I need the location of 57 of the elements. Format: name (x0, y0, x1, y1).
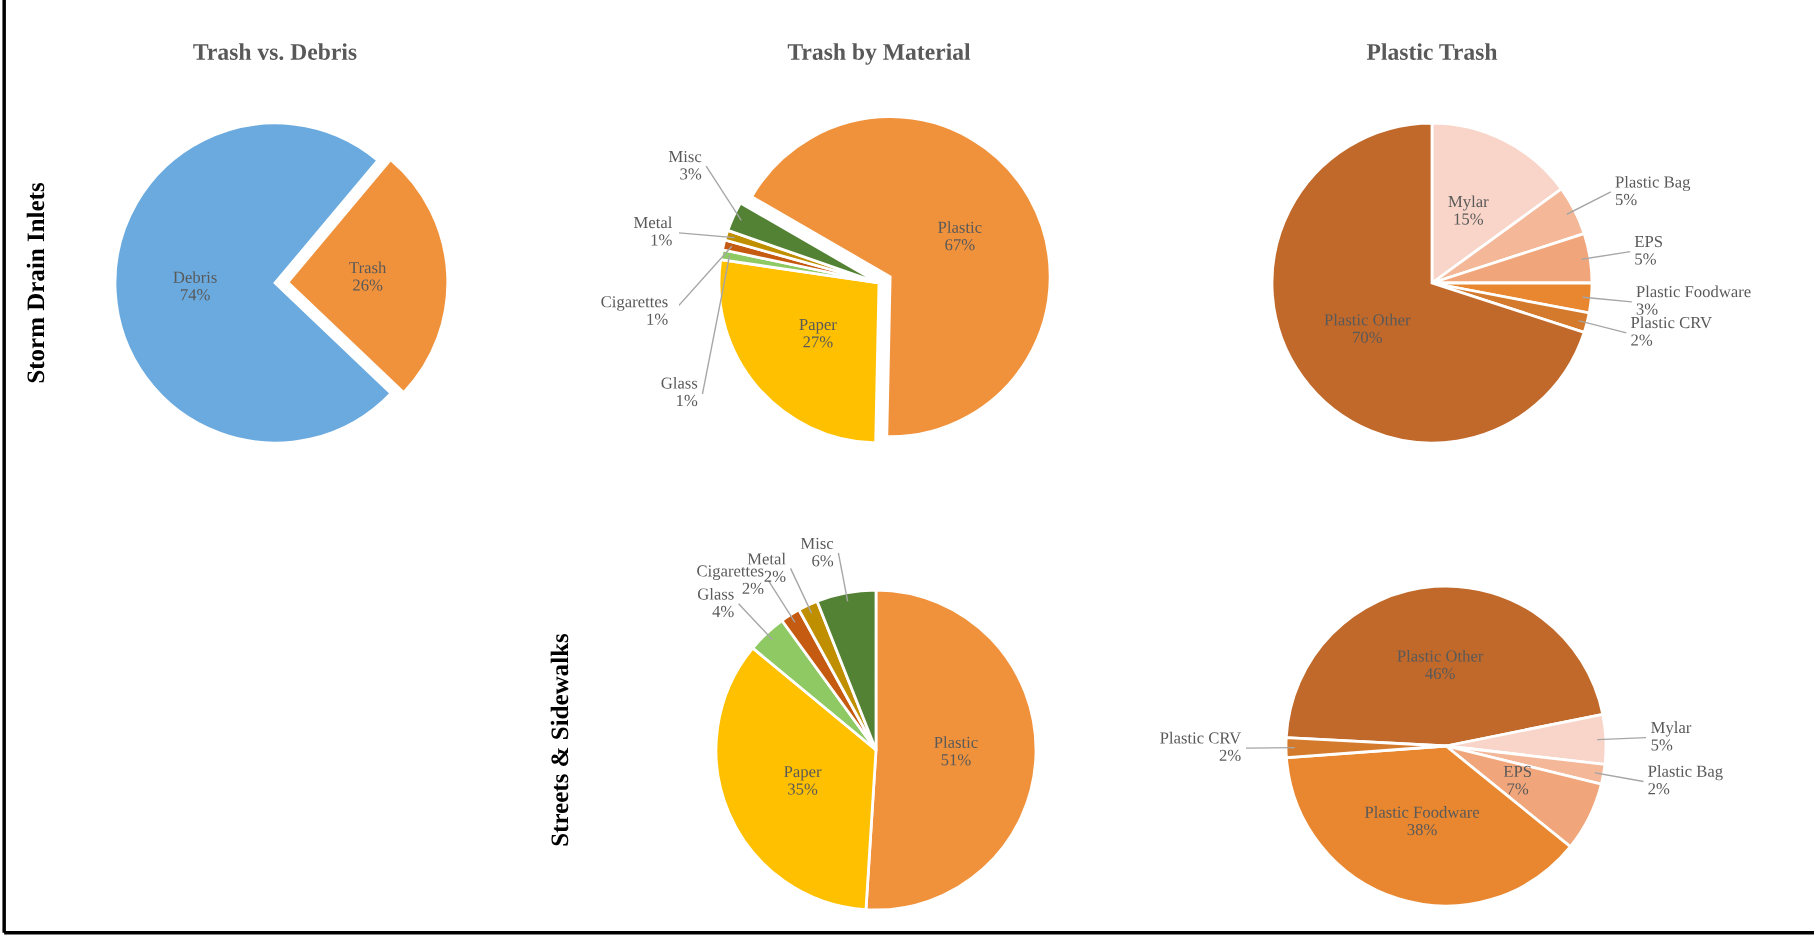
slice-label: Plastic Foodware (1364, 806, 1480, 818)
data-label: 35% (788, 783, 818, 795)
data-label: 74% (180, 289, 210, 301)
data-label: 2% (1219, 749, 1241, 762)
chart-title: Plastic Trash (1366, 43, 1498, 60)
text: Storm Drain Inlets (26, 182, 45, 383)
slice-label: Trash (349, 261, 387, 274)
data-label: 67% (945, 239, 975, 251)
data-label: 1% (647, 313, 668, 325)
slice-label: Plastic (938, 221, 982, 233)
slice-label: Plastic (934, 736, 978, 748)
slice-label: Glass (661, 376, 698, 389)
data-label: 5% (1651, 739, 1673, 751)
data-label: 2% (1631, 334, 1653, 346)
slice-label: Mylar (1448, 195, 1489, 211)
data-label: 1% (677, 394, 698, 407)
data-label: 7% (1507, 783, 1529, 795)
chart-title: Trash vs. Debris (193, 43, 357, 61)
data-label: 46% (1425, 667, 1455, 680)
slice-label: Glass (697, 587, 734, 600)
slice-label: Misc (668, 150, 702, 163)
data-label: 3% (1636, 303, 1658, 315)
slice-label: Plastic Other (1397, 649, 1484, 662)
slice-label: Debris (173, 271, 217, 283)
data-label: 70% (1353, 331, 1382, 343)
slice-label: Plastic CRV (1160, 731, 1242, 744)
slice-label: Plastic Bag (1648, 765, 1723, 781)
slice-label: Mylar (1651, 721, 1692, 737)
data-label: 27% (803, 336, 833, 348)
slice-label: Cigarettes (697, 565, 764, 580)
data-label: 2% (764, 570, 786, 582)
data-label: 4% (712, 605, 734, 618)
slice-label: Cigarettes (601, 296, 668, 311)
data-label: 6% (812, 555, 834, 567)
slice-label: EPS (1634, 235, 1663, 248)
slice-label: Metal (633, 216, 673, 229)
slice-label: Paper (799, 319, 837, 334)
data-label: 15% (1454, 213, 1484, 225)
data-label: 3% (680, 168, 702, 180)
slice-label: Plastic CRV (1631, 316, 1712, 329)
slice-label: Misc (800, 537, 834, 549)
chart-title: Trash by Material (787, 43, 971, 65)
data-label: 2% (1648, 783, 1670, 795)
slice-label: Plastic Other (1324, 313, 1411, 326)
data-label: 5% (1615, 193, 1637, 206)
data-label: 38% (1407, 823, 1437, 836)
data-label: 5% (1635, 253, 1656, 265)
slice-label: Plastic Bag (1615, 175, 1691, 192)
slice-label: EPS (1503, 765, 1531, 778)
data-label: 26% (353, 279, 383, 291)
slice-label: Plastic Foodware (1636, 285, 1751, 298)
data-label: 51% (941, 754, 971, 766)
slice-label: Paper (784, 766, 822, 781)
slice-label: Metal (747, 552, 786, 565)
text: Streets & Sidewalks (550, 633, 569, 846)
data-label: 2% (742, 582, 764, 595)
data-label: 1% (651, 234, 672, 246)
